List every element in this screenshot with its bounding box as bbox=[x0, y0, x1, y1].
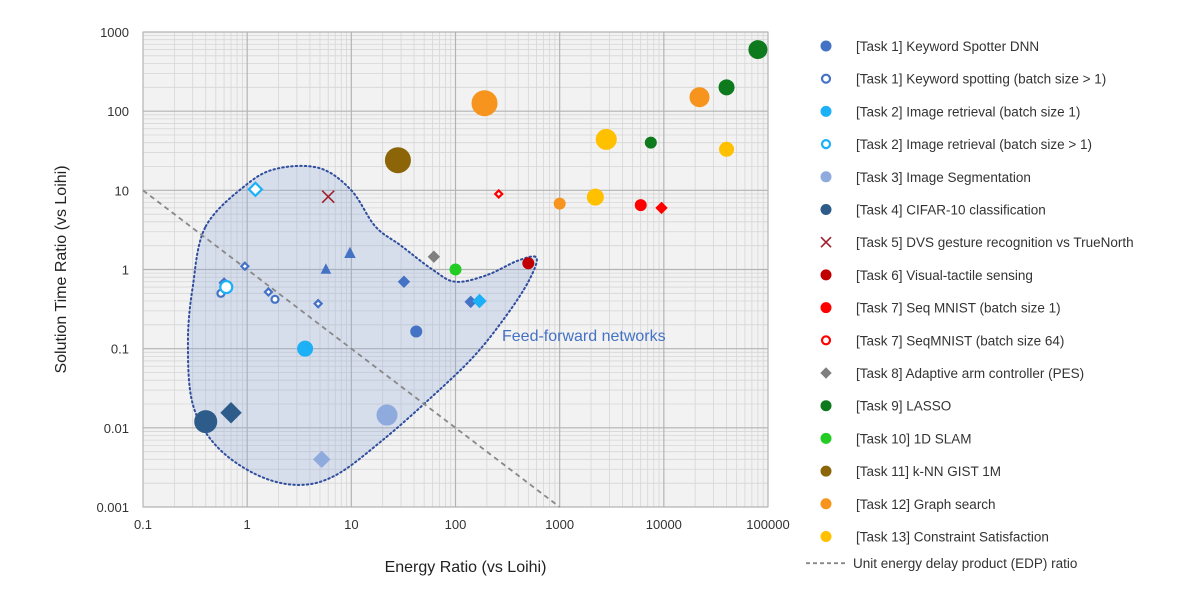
legend-marker bbox=[820, 432, 832, 444]
legend-marker bbox=[820, 400, 832, 412]
legend-marker bbox=[820, 105, 832, 117]
data-point bbox=[313, 450, 331, 469]
legend-label: [Task 2] Image retrieval (batch size > 1… bbox=[856, 137, 1092, 152]
data-point bbox=[449, 263, 462, 276]
feed-forward-region bbox=[186, 164, 538, 486]
legend-label: [Task 2] Image retrieval (batch size 1) bbox=[856, 104, 1080, 119]
x-tick-label: 1 bbox=[244, 517, 251, 532]
legend-marker bbox=[820, 498, 832, 510]
legend-label: [Task 8] Adaptive arm controller (PES) bbox=[856, 366, 1084, 381]
data-point bbox=[344, 246, 356, 258]
y-tick-label: 100 bbox=[107, 104, 129, 119]
data-point bbox=[270, 294, 280, 304]
data-point bbox=[493, 188, 504, 200]
data-point bbox=[239, 261, 250, 272]
legend: [Task 1] Keyword Spotter DNN [Task 1] Key… bbox=[806, 39, 1134, 571]
legend-marker bbox=[820, 302, 832, 314]
y-axis-ticks: 0.001 0.01 0.1 1 10 100 1000 bbox=[96, 25, 129, 515]
y-tick-label: 0.01 bbox=[104, 421, 129, 436]
x-tick-label: 100000 bbox=[746, 517, 789, 532]
legend-label: [Task 12] Graph search bbox=[856, 497, 996, 512]
legend-marker bbox=[820, 40, 832, 52]
data-point bbox=[644, 136, 657, 149]
y-tick-label: 10 bbox=[115, 183, 129, 198]
legend-label: [Task 1] Keyword spotting (batch size > … bbox=[856, 72, 1106, 87]
legend-marker bbox=[820, 236, 832, 248]
data-point bbox=[522, 257, 535, 270]
data-point bbox=[595, 128, 617, 150]
legend-label: [Task 5] DVS gesture recognition vs True… bbox=[856, 235, 1134, 250]
legend-label: Unit energy delay product (EDP) ratio bbox=[853, 556, 1077, 571]
edp-reference-line bbox=[142, 189, 561, 508]
legend-marker bbox=[820, 171, 832, 183]
data-point bbox=[471, 90, 498, 117]
x-tick-label: 0.1 bbox=[134, 517, 152, 532]
legend-label: [Task 11] k-NN GIST 1M bbox=[856, 464, 1001, 479]
legend-label: [Task 4] CIFAR-10 classification bbox=[856, 203, 1046, 218]
legend-marker bbox=[820, 367, 832, 379]
edp-line bbox=[142, 189, 561, 508]
x-tick-label: 1000 bbox=[545, 517, 574, 532]
legend-marker bbox=[820, 531, 832, 542]
legend-label: [Task 10] 1D SLAM bbox=[856, 431, 972, 446]
y-tick-label: 1 bbox=[122, 263, 129, 278]
x-axis-ticks: 0.1 1 10 100 1000 10000 100000 bbox=[134, 517, 790, 532]
x-axis-title: Energy Ratio (vs Loihi) bbox=[385, 559, 547, 576]
legend-marker bbox=[820, 204, 832, 215]
data-point bbox=[718, 79, 735, 96]
data-point bbox=[427, 250, 441, 263]
legend-marker bbox=[820, 335, 832, 346]
data-point bbox=[376, 404, 398, 426]
data-point bbox=[219, 279, 234, 295]
data-point bbox=[553, 197, 566, 210]
data-point bbox=[313, 298, 324, 309]
legend-marker bbox=[820, 269, 832, 281]
data-point bbox=[748, 40, 768, 60]
y-axis-title: Solution Time Ratio (vs Loihi) bbox=[53, 165, 70, 373]
data-point bbox=[247, 181, 264, 198]
data-point bbox=[472, 293, 487, 309]
data-point bbox=[297, 340, 314, 357]
x-stroke bbox=[321, 190, 335, 204]
data-point bbox=[220, 402, 242, 424]
legend-label: [Task 7] SeqMNIST (batch size 64) bbox=[856, 333, 1064, 348]
x-tick-label: 10 bbox=[344, 517, 358, 532]
data-point bbox=[586, 188, 604, 206]
x-stroke bbox=[820, 236, 832, 248]
data-point bbox=[397, 275, 411, 288]
data-point bbox=[655, 201, 668, 215]
data-point bbox=[689, 87, 710, 108]
legend-label: [Task 9] LASSO bbox=[856, 399, 951, 414]
legend-label: [Task 1] Keyword Spotter DNN bbox=[856, 39, 1039, 54]
y-tick-label: 0.001 bbox=[96, 500, 129, 515]
legend-label: [Task 6] Visual-tactile sensing bbox=[856, 268, 1033, 283]
legend-marker bbox=[820, 465, 832, 477]
y-tick-label: 0.1 bbox=[111, 342, 129, 357]
region-annotation: Feed-forward networks bbox=[502, 328, 666, 345]
legend-marker bbox=[820, 73, 832, 84]
legend-label: [Task 13] Constraint Satisfaction bbox=[856, 530, 1049, 545]
x-tick-label: 10000 bbox=[646, 517, 682, 532]
x-tick-label: 100 bbox=[445, 517, 467, 532]
data-point bbox=[320, 263, 332, 274]
data-points bbox=[194, 40, 768, 469]
data-point bbox=[194, 410, 218, 434]
data-point bbox=[384, 147, 411, 174]
legend-label: [Task 3] Image Segmentation bbox=[856, 170, 1031, 185]
data-point bbox=[634, 199, 647, 212]
data-point bbox=[321, 190, 335, 204]
data-point bbox=[263, 286, 274, 298]
data-point bbox=[410, 325, 423, 338]
data-point bbox=[719, 141, 735, 157]
y-tick-label: 1000 bbox=[100, 25, 129, 40]
legend-marker bbox=[820, 139, 832, 150]
legend-label: [Task 7] Seq MNIST (batch size 1) bbox=[856, 301, 1061, 316]
feed-forward-boundary bbox=[186, 164, 538, 486]
